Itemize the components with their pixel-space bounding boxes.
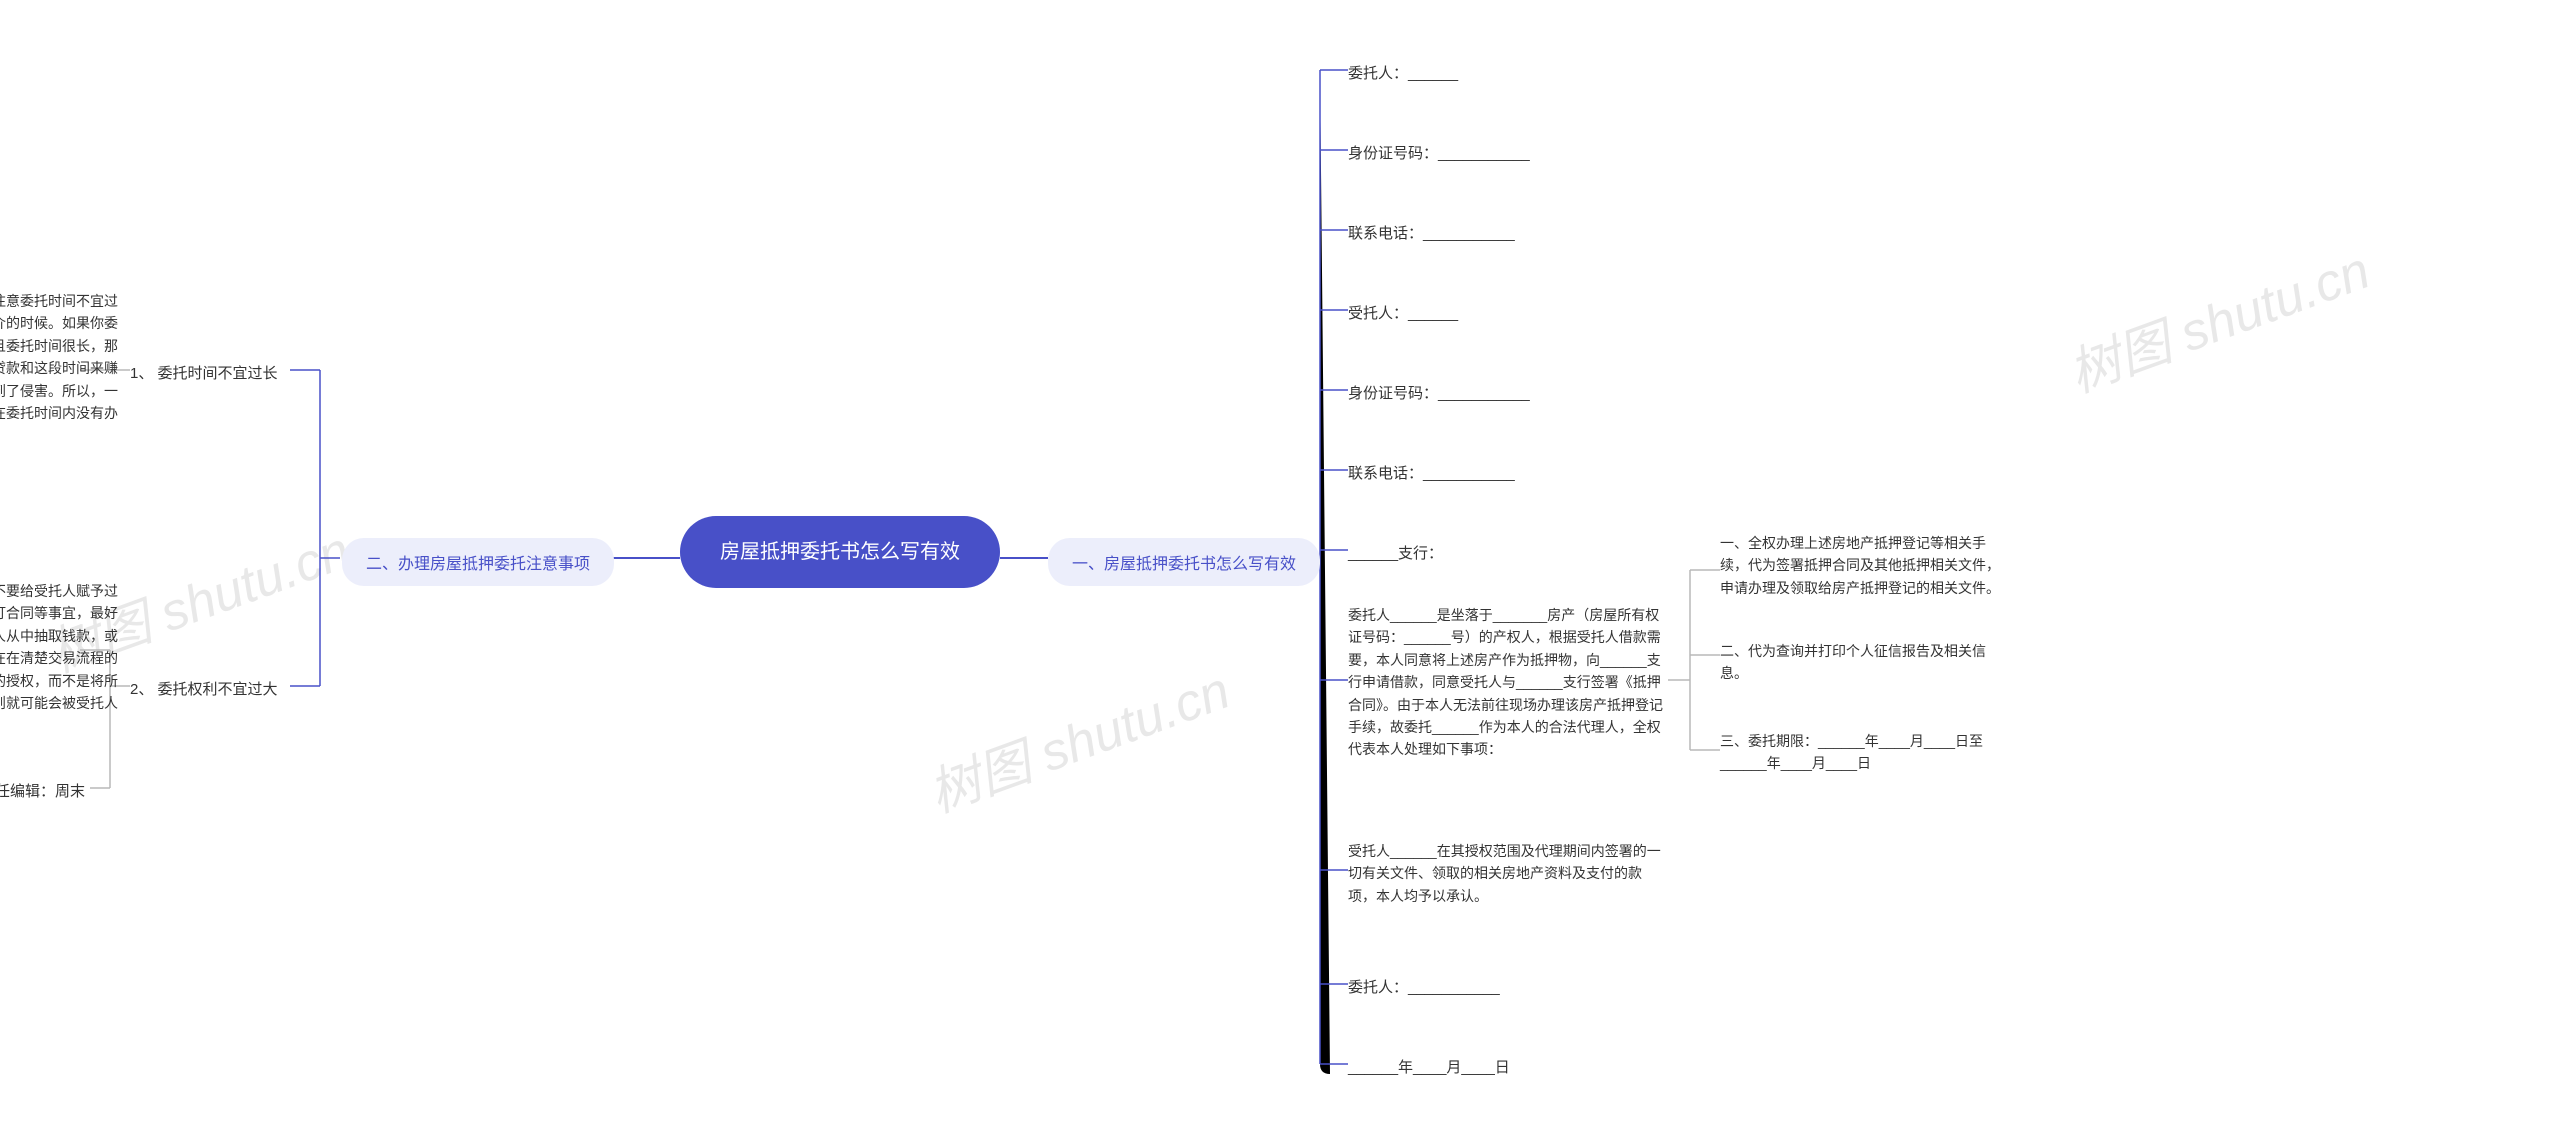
r-7-child-1[interactable]: 二、代为查询并打印个人征信报告及相关信息。 [1720,640,2010,685]
branch-left[interactable]: 二、办理房屋抵押委托注意事项 [342,538,614,586]
r-child-10[interactable]: ______年____月____日 [1348,1056,1510,1077]
l-1-child-1[interactable]: 责任编辑：周末 [0,780,85,801]
l-child-1[interactable]: 2、 委托权利不宜过大 [130,678,278,699]
l-1-child-0[interactable]: 委托权利不宜过大的意思就是不要给受托人赋予过多的权利，比如收受房款，签订合同等事… [0,580,120,737]
r-child-9[interactable]: 委托人：___________ [1348,976,1500,997]
branch-right[interactable]: 一、房屋抵押委托书怎么写有效 [1048,538,1320,586]
r-child-2[interactable]: 联系电话：___________ [1348,222,1515,243]
r-7-child-2[interactable]: 三、委托期限：______年____月____日至______年____月___… [1720,730,2010,775]
watermark-2: 树图 shutu.cn [917,648,1239,826]
r-child-8[interactable]: 受托人______在其授权范围及代理期间内签署的一切有关文件、领取的相关房地产资… [1348,840,1668,907]
l-child-0[interactable]: 1、 委托时间不宜过长 [130,362,278,383]
r-child-7[interactable]: 委托人______是坐落于_______房产（房屋所有权证号码：______号）… [1348,604,1668,761]
r-child-1[interactable]: 身份证号码：___________ [1348,142,1530,163]
r-child-3[interactable]: 受托人：______ [1348,302,1458,323]
watermark-3: 树图 shutu.cn [2057,228,2379,406]
r-child-6[interactable]: ______支行： [1348,542,1443,563]
r-child-0[interactable]: 委托人：______ [1348,62,1458,83]
l-0-child-0[interactable]: 办理房产买卖委托时，你应该注意委托时间不宜过长，尤其是当你委托的人是中介的时候。… [0,290,120,447]
r-child-5[interactable]: 联系电话：___________ [1348,462,1515,483]
r-7-child-0[interactable]: 一、全权办理上述房地产抵押登记等相关手续，代为签署抵押合同及其他抵押相关文件，申… [1720,532,2010,599]
r-child-4[interactable]: 身份证号码：___________ [1348,382,1530,403]
root-node[interactable]: 房屋抵押委托书怎么写有效 [680,516,1000,588]
